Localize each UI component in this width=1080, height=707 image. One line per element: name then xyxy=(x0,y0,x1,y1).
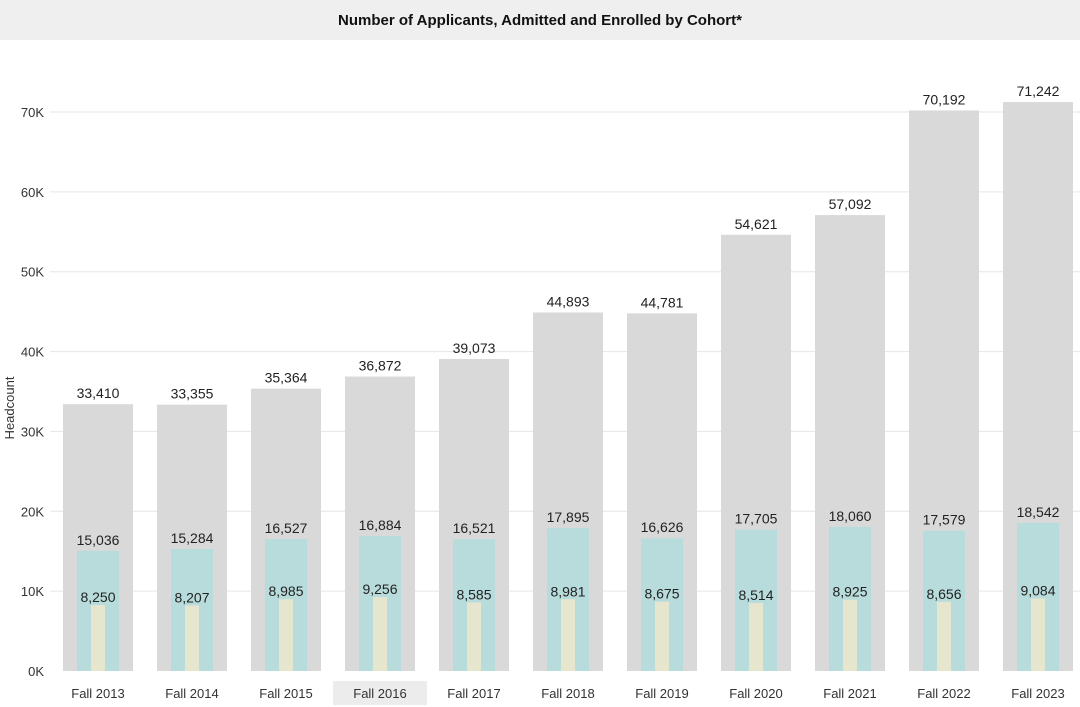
enrolled-bar xyxy=(373,597,387,671)
chart-title: Number of Applicants, Admitted and Enrol… xyxy=(338,11,742,29)
applicants-value-label: 44,893 xyxy=(547,293,590,309)
enrolled-bar xyxy=(937,601,951,671)
admitted-value-label: 18,542 xyxy=(1017,504,1060,520)
enrolled-bar xyxy=(91,605,105,671)
x-tick-label: Fall 2023 xyxy=(1011,686,1064,701)
admitted-value-label: 17,579 xyxy=(923,512,966,528)
enrolled-bar xyxy=(561,599,575,671)
applicants-value-label: 36,872 xyxy=(359,358,402,374)
x-tick-label: Fall 2018 xyxy=(541,686,594,701)
applicants-value-label: 57,092 xyxy=(829,196,872,212)
enrolled-bar xyxy=(467,602,481,671)
enrolled-bar xyxy=(749,603,763,671)
x-tick-label: Fall 2015 xyxy=(259,686,312,701)
y-tick-label: 40K xyxy=(21,345,44,360)
x-tick-label: Fall 2014 xyxy=(165,686,218,701)
chart-title-bar: Number of Applicants, Admitted and Enrol… xyxy=(0,0,1080,40)
admitted-value-label: 18,060 xyxy=(829,508,872,524)
applicants-value-label: 70,192 xyxy=(923,91,966,107)
y-tick-label: 0K xyxy=(28,664,44,679)
bar-chart: 0K 10K 20K 30K 40K 50K 60K 70K Headcount 33,410 15… xyxy=(2,83,1080,705)
applicants-value-label: 71,242 xyxy=(1017,83,1060,99)
applicants-value-label: 35,364 xyxy=(265,370,308,386)
enrolled-value-label: 8,585 xyxy=(456,586,491,602)
x-tick-label: Fall 2021 xyxy=(823,686,876,701)
x-tick-label: Fall 2017 xyxy=(447,686,500,701)
y-tick-label: 60K xyxy=(21,185,44,200)
y-tick-label: 70K xyxy=(21,105,44,120)
highlighted-category-background xyxy=(333,681,427,705)
enrolled-bar xyxy=(655,601,669,671)
enrolled-value-label: 8,925 xyxy=(832,584,867,600)
y-tick-label: 10K xyxy=(21,584,44,599)
admitted-value-label: 15,284 xyxy=(171,530,214,546)
y-tick-label: 50K xyxy=(21,265,44,280)
enrolled-value-label: 8,981 xyxy=(550,583,585,599)
applicants-value-label: 33,410 xyxy=(77,385,120,401)
admitted-value-label: 16,521 xyxy=(453,520,496,536)
enrolled-bar xyxy=(185,605,199,671)
admitted-value-label: 15,036 xyxy=(77,532,120,548)
enrolled-value-label: 8,514 xyxy=(738,587,773,603)
y-tick-label: 20K xyxy=(21,504,44,519)
x-tick-label: Fall 2020 xyxy=(729,686,782,701)
applicants-value-label: 39,073 xyxy=(453,340,496,356)
admitted-value-label: 16,626 xyxy=(641,519,684,535)
applicants-value-label: 54,621 xyxy=(735,216,778,232)
x-tick-label: Fall 2013 xyxy=(71,686,124,701)
enrolled-bar xyxy=(279,599,293,671)
applicants-value-label: 33,355 xyxy=(171,386,214,402)
enrolled-value-label: 8,207 xyxy=(174,589,209,605)
enrolled-value-label: 9,256 xyxy=(362,581,397,597)
x-tick-label: Fall 2022 xyxy=(917,686,970,701)
y-axis-title: Headcount xyxy=(2,376,17,439)
admitted-value-label: 16,884 xyxy=(359,517,402,533)
applicants-value-label: 44,781 xyxy=(641,294,684,310)
enrolled-value-label: 8,656 xyxy=(926,586,961,602)
enrolled-value-label: 9,084 xyxy=(1020,582,1055,598)
enrolled-bar xyxy=(843,599,857,671)
enrolled-value-label: 8,250 xyxy=(80,589,115,605)
admitted-value-label: 17,895 xyxy=(547,509,590,525)
y-tick-label: 30K xyxy=(21,424,44,439)
x-tick-label: Fall 2016 xyxy=(353,686,406,701)
x-tick-label: Fall 2019 xyxy=(635,686,688,701)
enrolled-value-label: 8,985 xyxy=(268,583,303,599)
enrolled-bar xyxy=(1031,598,1045,671)
admitted-value-label: 17,705 xyxy=(735,511,778,527)
enrolled-value-label: 8,675 xyxy=(644,586,679,602)
admitted-value-label: 16,527 xyxy=(265,520,308,536)
